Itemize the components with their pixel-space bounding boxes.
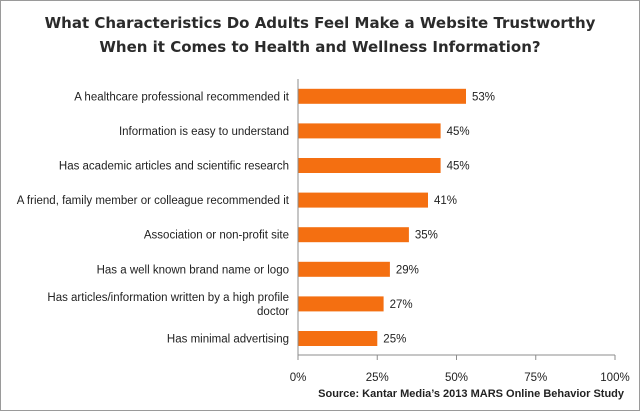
bar [298,123,441,139]
x-axis: 0% 25% 50% 75% 100% [290,79,630,384]
value-label: 25% [383,334,406,346]
x-tick-label: 50% [445,372,468,384]
x-tick-label: 75% [524,372,547,384]
x-tick-label: 25% [366,372,389,384]
value-label: 53% [472,91,495,103]
category-label-line: Has academic articles and scientific res… [59,161,289,173]
category-label: Has articles/information written by a hi… [47,292,289,318]
category-label-line: Information is easy to understand [119,126,289,138]
category-label-line: A friend, family member or colleague rec… [17,195,290,207]
chart-title: What Characteristics Do Adults Feel Make… [0,11,640,59]
value-label: 41% [434,195,457,207]
bar [298,192,428,208]
category-label: A friend, family member or colleague rec… [17,195,290,207]
category-label: Association or non-profit site [144,230,289,242]
bar [298,261,390,277]
category-label: Has a well known brand name or logo [97,264,289,276]
value-label: 27% [390,299,413,311]
category-label: Has minimal advertising [167,334,289,346]
bar [298,158,441,173]
chart-title-line-1: What Characteristics Do Adults Feel Make… [44,14,596,32]
category-label-line: Has minimal advertising [167,334,289,346]
category-label-line: Has a well known brand name or logo [97,264,289,276]
category-label: Information is easy to understand [119,126,289,138]
source-note: Source: Kantar Media’s 2013 MARS Online … [318,388,624,400]
category-label-line: doctor [257,306,289,318]
category-label: A healthcare professional recommended it [74,91,290,103]
value-label: 45% [447,126,470,138]
bar [298,88,466,104]
bar [298,227,409,243]
category-label-line: Association or non-profit site [144,230,289,242]
value-label: 29% [396,264,419,276]
category-label: Has academic articles and scientific res… [59,161,289,173]
category-labels: A healthcare professional recommended it… [17,91,290,345]
value-label: 35% [415,230,438,242]
x-tick-label: 0% [290,372,307,384]
category-label-line: Has articles/information written by a hi… [47,292,289,304]
value-label: 45% [447,161,470,173]
bar [298,296,384,312]
bar [298,331,378,346]
value-labels: 53% 45% 45% 41% 35% 29% 27% 25% [383,91,495,345]
bars-layer [298,88,466,346]
x-tick-label: 100% [600,372,629,384]
chart-title-line-2: When it Comes to Health and Wellness Inf… [99,38,541,56]
category-label-line: A healthcare professional recommended it [74,91,290,103]
